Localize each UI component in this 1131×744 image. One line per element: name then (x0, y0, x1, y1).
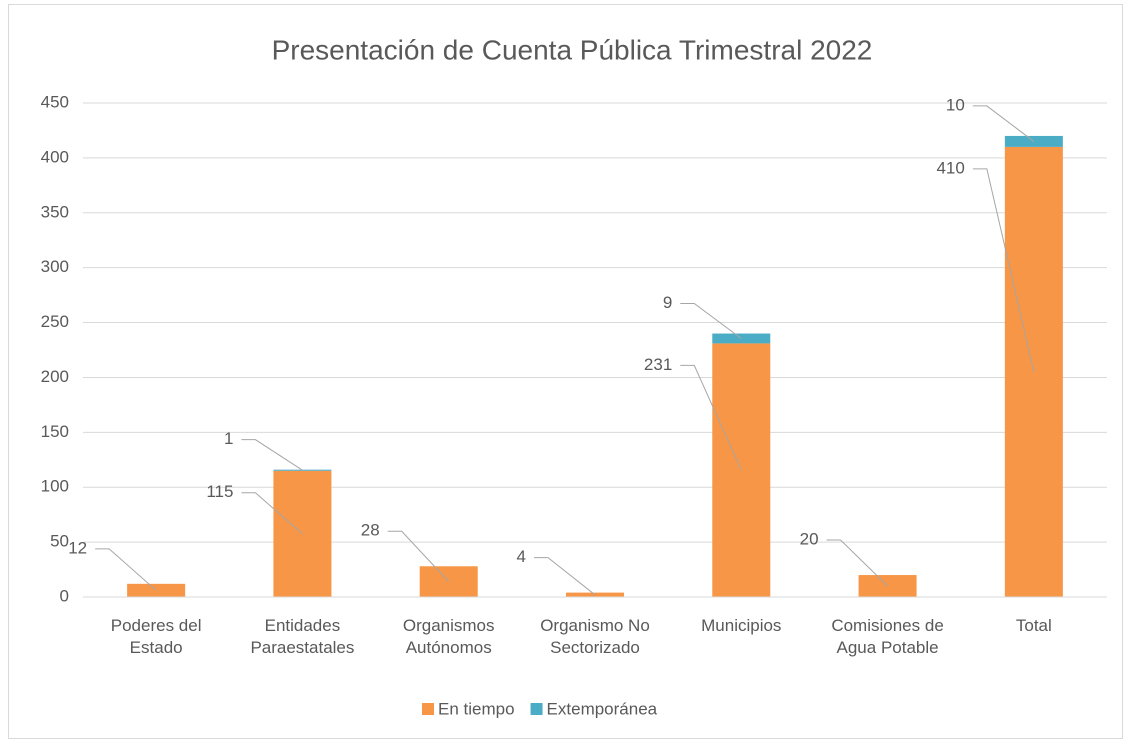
y-tick-label: 200 (41, 367, 69, 386)
y-tick-label: 250 (41, 312, 69, 331)
leader-line (972, 168, 1035, 373)
x-tick-label: Municipios (701, 616, 782, 635)
leader-line (241, 492, 303, 535)
y-tick-label: 100 (41, 477, 69, 496)
y-tick-label: 50 (50, 532, 69, 551)
legend-label: En tiempo (438, 699, 515, 718)
chart-border (8, 4, 1123, 739)
leader-line (826, 539, 888, 587)
y-tick-label: 400 (41, 147, 69, 166)
x-tick-label: Total (1015, 616, 1052, 635)
x-tick-label: Entidades Paraestatales (250, 616, 355, 657)
data-label: 12 (68, 538, 87, 557)
y-tick-label: 0 (60, 586, 69, 605)
data-label: 410 (936, 158, 964, 177)
y-tick-label: 450 (41, 92, 69, 111)
x-tick-label: Poderes del Estado (110, 616, 202, 657)
y-tick-label: 300 (41, 257, 69, 276)
leader-line (241, 439, 303, 471)
leader-line (95, 548, 157, 591)
y-tick-label: 150 (41, 422, 69, 441)
x-tick-label: Comisiones de Agua Potable (831, 616, 944, 657)
data-label: 28 (361, 521, 380, 540)
leader-line (680, 364, 742, 471)
data-label: 1 (224, 429, 233, 448)
data-label: 20 (800, 530, 819, 549)
leader-line (972, 105, 1035, 142)
x-tick-label: Organismos Autónomos (402, 616, 495, 657)
legend-swatch (422, 703, 434, 715)
x-tick-label: Organismo No Sectorizado (540, 616, 650, 657)
data-label: 115 (206, 482, 233, 501)
leader-line (534, 557, 596, 596)
y-tick-label: 350 (41, 202, 69, 221)
chart-title: Presentación de Cuenta Pública Trimestra… (272, 34, 873, 65)
legend-label: Extemporánea (547, 699, 658, 718)
data-label: 9 (663, 293, 672, 312)
data-label: 4 (517, 547, 526, 566)
leader-line (387, 530, 450, 582)
data-label: 231 (644, 355, 672, 374)
data-label: 10 (946, 95, 965, 114)
legend-swatch (530, 703, 543, 715)
leader-line (680, 303, 742, 339)
